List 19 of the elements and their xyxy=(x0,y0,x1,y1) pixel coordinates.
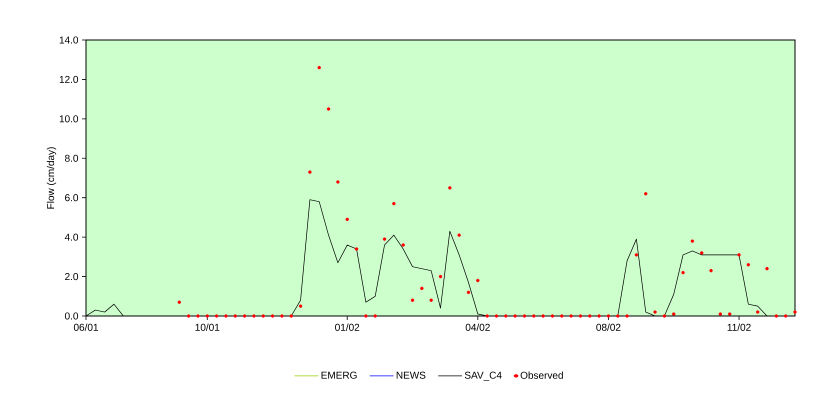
x-tick-label: 01/02 xyxy=(335,324,360,331)
legend-label: NEWS xyxy=(396,372,426,379)
y-tick-label: 14.0 xyxy=(60,36,78,44)
y-tick-label: 8.0 xyxy=(65,154,78,162)
x-tick-label: 08/02 xyxy=(596,324,620,331)
legend-label: SAV_C4 xyxy=(464,372,502,381)
x-tick-label: 06/01 xyxy=(74,324,98,331)
legend-label: Observed xyxy=(520,372,563,379)
y-tick-label: 12.0 xyxy=(60,76,78,83)
x-tick-label: 11/02 xyxy=(728,324,751,331)
y-tick-label: 4.0 xyxy=(64,234,78,241)
x-tick-label: 04/02 xyxy=(466,324,490,331)
x-tick-label: 10/01 xyxy=(196,324,220,331)
legend-label: EMERG xyxy=(322,372,357,379)
y-axis-title: Flow (cm/day) xyxy=(46,147,56,209)
y-tick-label: 0.0 xyxy=(64,312,78,320)
y-tick-label: 6.0 xyxy=(65,194,78,202)
y-tick-label: 2.0 xyxy=(65,273,78,280)
y-tick-label: 10.0 xyxy=(60,115,78,122)
